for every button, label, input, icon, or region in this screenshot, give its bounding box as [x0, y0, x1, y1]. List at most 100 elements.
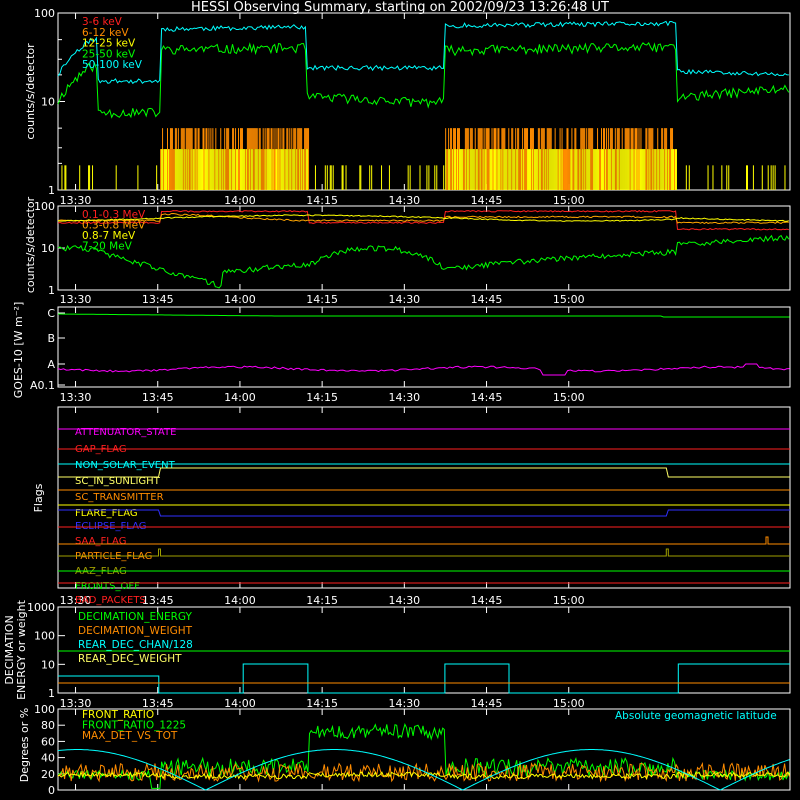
flag-label-7: SAA_FLAG — [75, 536, 126, 547]
legend-2: REAR_DEC_CHAN/128 — [78, 639, 193, 651]
flag-line-3 — [58, 467, 790, 478]
x-tick-label: 15:00 — [553, 391, 585, 404]
y-tick-label: 10 — [41, 658, 55, 671]
y-tick-label: 100 — [34, 630, 55, 643]
legend-1: DECIMATION_WEIGHT — [78, 625, 193, 637]
legend-1: 6-12 keV — [82, 27, 129, 39]
legend-3: 25-50 keV — [82, 48, 136, 60]
series-12-25keV — [61, 149, 786, 190]
series-25-50keV — [57, 41, 790, 119]
y-tick-label: 100 — [34, 703, 55, 716]
x-tick-label: 13:30 — [60, 194, 92, 207]
flag-line-6 — [58, 509, 790, 517]
series-6-12keV — [160, 128, 675, 190]
series-7-20MeV — [57, 234, 790, 289]
panel-frame-6 — [57, 708, 791, 791]
y-tick-label: C — [47, 307, 55, 320]
x-tick-label: 14:00 — [224, 194, 256, 207]
page-title: HESSI Observing Summary, starting on 200… — [191, 0, 609, 15]
x-tick-label: 13:30 — [60, 293, 92, 306]
x-tick-label: 14:00 — [224, 293, 256, 306]
x-tick-label: 13:45 — [142, 293, 174, 306]
y-tick-label: 10 — [41, 242, 55, 255]
x-tick-label: 14:30 — [388, 594, 420, 607]
flag-label-2: NON_SOLAR_EVENT — [75, 460, 176, 471]
x-tick-label: 15:00 — [553, 594, 585, 607]
legend-0: 0.1-0.3 MeV — [82, 209, 146, 221]
x-tick-label: 13:45 — [142, 194, 174, 207]
x-tick-label: 14:30 — [388, 293, 420, 306]
series-geomag-latitude — [57, 749, 790, 791]
y-axis-label: counts/s/detector — [24, 43, 37, 140]
y-tick-label: 10 — [41, 96, 55, 109]
y-tick-label: 100 — [34, 200, 55, 213]
flag-label-11: BAD_PACKETS — [75, 595, 146, 606]
legend-2: 12-25 keV — [82, 38, 136, 50]
x-tick-label: 14:15 — [306, 293, 338, 306]
x-tick-label: 13:30 — [60, 697, 92, 710]
x-tick-label: 14:45 — [471, 594, 503, 607]
x-tick-label: 13:45 — [142, 697, 174, 710]
flag-label-5: FLARE_FLAG — [75, 508, 138, 519]
x-tick-label: 14:15 — [306, 194, 338, 207]
flag-line-8 — [58, 536, 790, 545]
x-tick-label: 14:45 — [471, 194, 503, 207]
y-axis-label: counts/s/detector — [24, 196, 37, 293]
panel-frame-4 — [57, 406, 791, 589]
x-tick-label: 13:45 — [142, 594, 174, 607]
legend-3: Absolute geomagnetic latitude — [615, 710, 777, 722]
series-0.3-0.8MeV — [57, 212, 789, 225]
legend-0: DECIMATION_ENERGY — [78, 611, 192, 623]
x-tick-label: 13:30 — [60, 594, 92, 607]
series-50-100keV — [57, 20, 789, 85]
y-tick-label: 40 — [41, 752, 55, 765]
y-tick-label: A0.1 — [30, 379, 55, 392]
y-tick-label: 100 — [34, 7, 55, 20]
y-tick-label: 0 — [48, 784, 55, 797]
legend-0: FRONT_RATIO — [82, 709, 154, 721]
y-tick-label: A — [47, 358, 55, 371]
panel-frame-3 — [57, 306, 791, 388]
x-tick-label: 14:45 — [471, 293, 503, 306]
legend-2: 0.8-7 MeV — [82, 230, 136, 242]
y-axis-label-1: DECIMATION — [3, 615, 16, 684]
legend-3: 7-20 MeV — [82, 241, 133, 253]
y-axis-label-2: ENERGY or weight — [15, 599, 28, 699]
flag-label-4: SC_TRANSMITTER — [75, 492, 164, 503]
flag-line-9 — [58, 548, 790, 557]
x-tick-label: 15:00 — [553, 293, 585, 306]
y-tick-label: 1 — [48, 687, 55, 700]
y-tick-label: 80 — [41, 719, 55, 732]
flag-label-3: SC_IN_SUNLIGHT — [75, 476, 161, 487]
y-tick-label: 60 — [41, 735, 55, 748]
x-tick-label: 13:45 — [142, 391, 174, 404]
x-tick-label: 14:45 — [471, 697, 503, 710]
x-tick-label: 14:15 — [306, 391, 338, 404]
series-goes-short — [57, 363, 790, 376]
series-rear-dec-chan — [58, 663, 790, 694]
x-tick-label: 14:00 — [224, 391, 256, 404]
x-tick-label: 14:15 — [306, 594, 338, 607]
x-tick-label: 15:00 — [553, 697, 585, 710]
x-tick-label: 15:00 — [553, 194, 585, 207]
legend-4: 50-100 keV — [82, 59, 143, 71]
y-tick-label: 1 — [48, 184, 55, 197]
legend-3: REAR_DEC_WEIGHT — [78, 653, 182, 665]
legend-1: FRONT_RATIO_1225 — [82, 720, 186, 732]
y-tick-label: 1000 — [27, 601, 55, 614]
series-max-det-vs-tot — [57, 761, 791, 783]
series-0.8-7MeV — [57, 214, 789, 222]
x-tick-label: 14:00 — [224, 594, 256, 607]
y-axis-label: GOES-10 [W m⁻²] — [12, 302, 25, 398]
y-axis-label: Flags — [32, 483, 45, 512]
x-tick-label: 14:45 — [471, 391, 503, 404]
x-tick-label: 14:30 — [388, 391, 420, 404]
x-tick-label: 14:30 — [388, 697, 420, 710]
x-tick-label: 14:00 — [224, 697, 256, 710]
legend-2: MAX_DET_VS_TOT — [82, 730, 178, 742]
y-tick-label: 1 — [48, 284, 55, 297]
legend-0: 3-6 keV — [82, 16, 123, 28]
series-0.1-0.3MeV — [57, 209, 789, 231]
y-tick-label: B — [47, 332, 55, 345]
